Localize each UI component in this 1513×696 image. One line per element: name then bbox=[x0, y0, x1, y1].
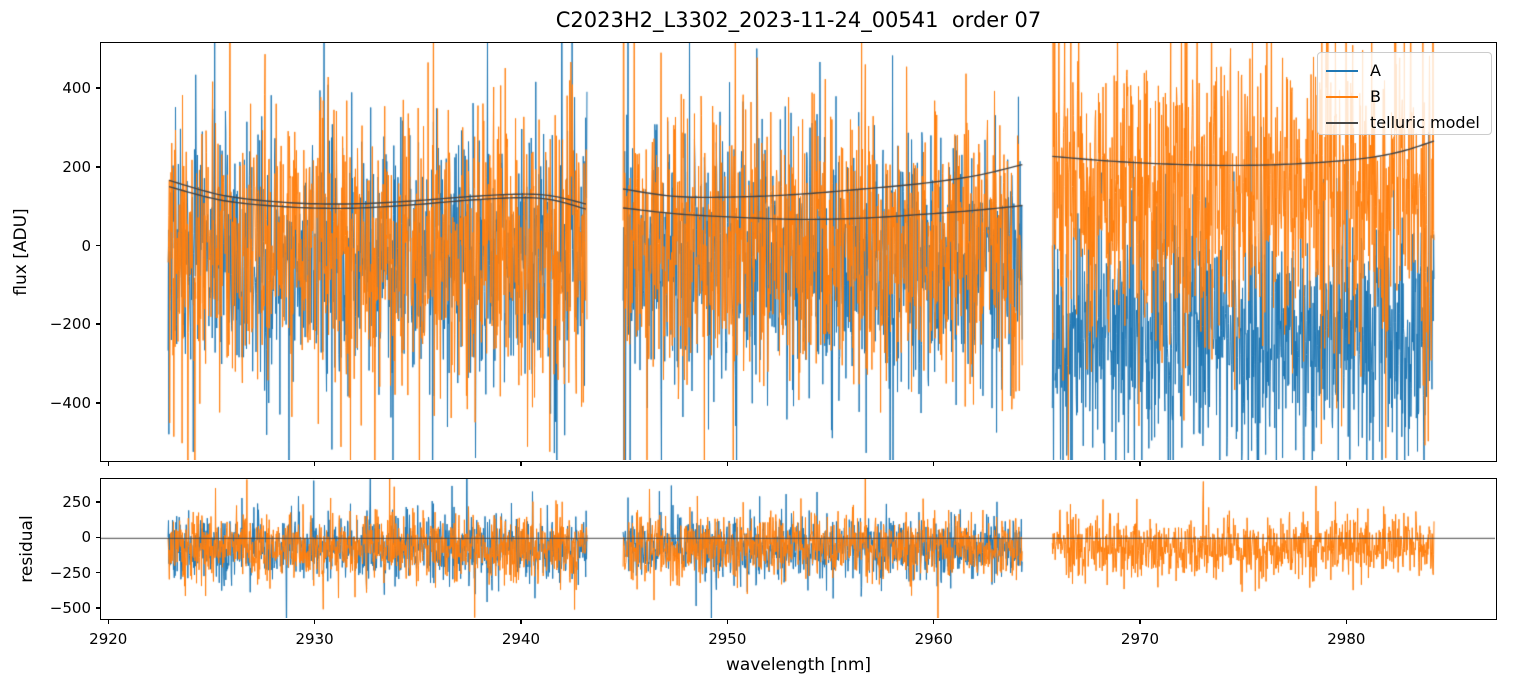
legend-entry-b: B bbox=[1326, 84, 1491, 110]
legend-label-b: B bbox=[1370, 87, 1381, 106]
y-tick-label: −500 bbox=[49, 598, 91, 617]
y-tick-label: 250 bbox=[62, 493, 91, 512]
plot-title: C2023H2_L3302_2023-11-24_00541 order 07 bbox=[555, 8, 1042, 32]
x-tick-label: 2980 bbox=[1327, 630, 1366, 648]
flux-y-axis-label: flux [ADU] bbox=[11, 208, 31, 296]
x-tick-mark bbox=[520, 462, 522, 466]
x-tick-mark bbox=[107, 462, 109, 466]
x-tick-mark bbox=[520, 620, 522, 624]
x-tick-mark bbox=[932, 462, 935, 466]
residual-y-axis-label: residual bbox=[17, 515, 37, 583]
x-tick-label: 2960 bbox=[914, 630, 953, 648]
y-tick-label: 0 bbox=[81, 528, 91, 547]
y-tick-mark bbox=[96, 501, 100, 503]
y-tick-label: 0 bbox=[81, 236, 91, 255]
y-tick-mark bbox=[96, 402, 100, 404]
x-tick-label: 2930 bbox=[295, 630, 334, 648]
y-tick-label: 400 bbox=[62, 79, 91, 98]
y-tick-mark bbox=[96, 87, 100, 89]
legend-label-a: A bbox=[1370, 61, 1381, 80]
x-tick-mark bbox=[932, 620, 935, 624]
x-tick-label: 2950 bbox=[708, 630, 747, 648]
x-tick-mark bbox=[107, 620, 109, 624]
x-tick-label: 2940 bbox=[501, 630, 541, 648]
flux-plot-canvas bbox=[101, 43, 1495, 460]
legend: A B telluric model bbox=[1317, 52, 1492, 135]
x-tick-mark bbox=[1345, 462, 1348, 466]
x-tick-label: 2920 bbox=[89, 630, 128, 648]
y-tick-label: −250 bbox=[49, 563, 91, 582]
y-tick-mark bbox=[96, 536, 100, 539]
y-tick-mark bbox=[96, 244, 100, 247]
legend-entry-a: A bbox=[1326, 58, 1491, 84]
x-tick-mark bbox=[313, 620, 316, 624]
x-tick-mark bbox=[726, 462, 729, 466]
legend-line-b bbox=[1326, 96, 1358, 98]
x-tick-mark bbox=[1139, 620, 1141, 624]
x-axis-label: wavelength [nm] bbox=[725, 655, 872, 675]
x-tick-mark bbox=[1345, 620, 1348, 624]
y-tick-mark bbox=[96, 571, 100, 574]
x-tick-mark bbox=[313, 462, 316, 466]
y-tick-mark bbox=[96, 166, 100, 168]
residual-plot-canvas bbox=[101, 479, 1495, 618]
x-tick-mark bbox=[1139, 462, 1141, 466]
x-tick-label: 2970 bbox=[1120, 630, 1160, 648]
legend-entry-telluric: telluric model bbox=[1326, 110, 1491, 136]
legend-label-telluric-model: telluric model bbox=[1370, 113, 1480, 132]
legend-line-telluric-model bbox=[1326, 122, 1358, 124]
y-tick-label: −200 bbox=[49, 315, 91, 334]
y-tick-label: 200 bbox=[62, 157, 91, 176]
x-tick-mark bbox=[726, 620, 729, 624]
residual-axes bbox=[100, 478, 1497, 620]
legend-line-a bbox=[1326, 70, 1358, 72]
y-tick-mark bbox=[96, 607, 100, 609]
y-tick-mark bbox=[96, 323, 100, 325]
y-tick-label: −400 bbox=[49, 393, 91, 412]
flux-axes bbox=[100, 42, 1497, 462]
